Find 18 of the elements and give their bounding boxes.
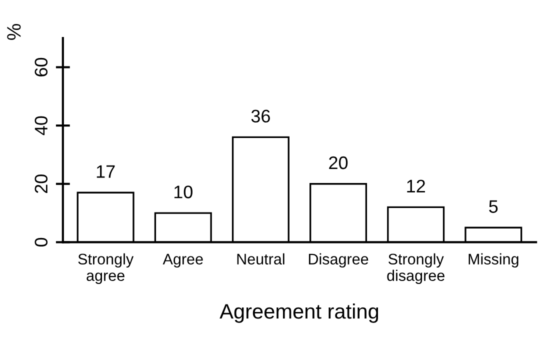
data-label: 5 — [489, 200, 498, 213]
y-tick-label: 20 — [34, 174, 48, 194]
x-tick-label: Disagree — [308, 253, 368, 268]
data-label: 17 — [96, 165, 115, 178]
y-tick-label: 0 — [34, 238, 48, 247]
data-label: 36 — [251, 110, 270, 123]
data-label: 20 — [329, 156, 348, 170]
x-tick-label: Strongly disagree — [387, 253, 444, 284]
x-axis-title: Agreement rating — [220, 303, 378, 323]
x-tick-label: Agree — [162, 254, 203, 268]
data-label: 10 — [174, 186, 192, 198]
x-tick-label: Strongly agree — [78, 253, 134, 284]
x-tick-label: Neutral — [237, 253, 284, 265]
y-axis-title: % — [7, 24, 21, 40]
y-tick-label: 40 — [34, 116, 48, 136]
x-tick-label: Missing — [468, 253, 518, 268]
y-tick-label: 60 — [34, 58, 48, 76]
data-label: 12 — [407, 180, 425, 192]
